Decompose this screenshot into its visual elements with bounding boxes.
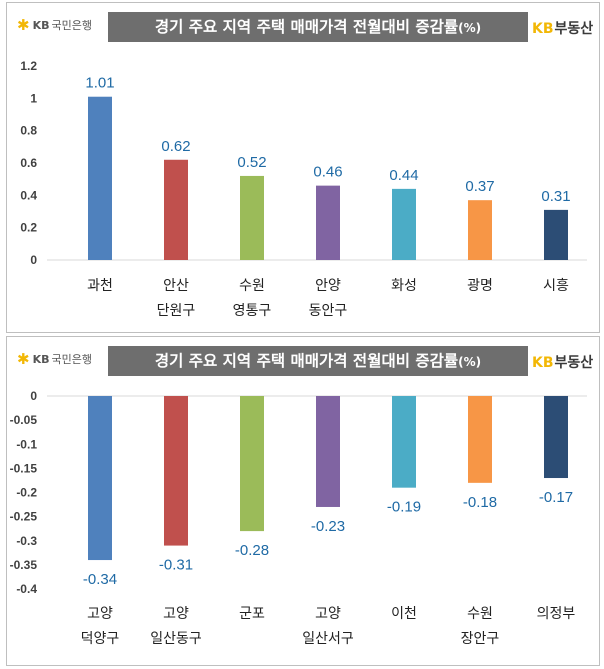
category-label: 고양 <box>87 606 113 622</box>
realestate-name: 부동산 <box>554 355 594 371</box>
chart-title-text: 경기 주요 지역 주택 매매가격 전월대비 증감률 <box>154 352 459 370</box>
data-label: 1.01 <box>85 75 114 92</box>
category-label: 단원구 <box>157 303 196 319</box>
category-label: 시흥 <box>543 278 569 294</box>
category-label: 군포 <box>239 606 265 622</box>
y-tick-label: 1 <box>30 91 37 105</box>
category-label: 이천 <box>391 606 417 622</box>
bar <box>240 396 264 532</box>
y-tick-label: -0.4 <box>16 582 37 596</box>
data-label: 0.44 <box>389 167 418 184</box>
data-label: -0.28 <box>235 542 269 559</box>
kb-kookmin-logo: ✱ KB 국민은행 <box>17 351 92 367</box>
category-label: 장안구 <box>461 631 500 647</box>
category-label: 일산서구 <box>302 631 354 647</box>
chart-title-text: 경기 주요 지역 주택 매매가격 전월대비 증감률 <box>154 18 459 36</box>
data-label: -0.34 <box>83 571 117 588</box>
bar <box>544 396 568 479</box>
chart-title-unit: (%) <box>458 355 482 369</box>
data-label: -0.23 <box>311 518 345 535</box>
bar <box>164 396 188 546</box>
chart-title-unit: (%) <box>458 21 482 35</box>
data-label: 0.46 <box>313 164 342 181</box>
data-label: -0.18 <box>463 494 497 511</box>
y-tick-label: 0.8 <box>20 124 37 138</box>
category-label: 의정부 <box>537 606 576 622</box>
category-label: 안양 <box>315 278 341 294</box>
bar <box>88 396 112 561</box>
y-tick-label: -0.35 <box>10 558 38 572</box>
category-label: 광명 <box>467 278 493 294</box>
chart-panel-top: ✱ KB 국민은행 경기 주요 지역 주택 매매가격 전월대비 증감률(%) K… <box>6 2 600 333</box>
bar <box>392 396 416 488</box>
y-tick-label: 0 <box>30 389 37 403</box>
chart-panel-bottom: ✱ KB 국민은행 경기 주요 지역 주택 매매가격 전월대비 증감률(%) K… <box>6 336 600 666</box>
realestate-name: 부동산 <box>554 21 594 37</box>
bar <box>88 96 112 260</box>
bar <box>392 188 416 260</box>
category-label: 과천 <box>87 278 113 294</box>
bank-name: 국민은행 <box>51 19 92 32</box>
y-tick-label: 0.4 <box>20 188 37 202</box>
kb-realestate-logo: KB부동산 <box>532 352 593 372</box>
data-label: -0.19 <box>387 499 421 516</box>
y-tick-label: -0.05 <box>10 413 38 427</box>
y-tick-label: 0 <box>30 253 37 267</box>
category-label: 수원 <box>467 606 493 622</box>
bar <box>316 185 340 260</box>
category-label: 덕양구 <box>81 631 120 647</box>
data-label: 0.52 <box>237 154 266 171</box>
y-tick-label: -0.25 <box>10 510 38 524</box>
data-label: 0.62 <box>161 138 190 155</box>
bar <box>544 209 568 260</box>
category-label: 고양 <box>163 606 189 622</box>
category-label: 일산동구 <box>150 631 202 647</box>
kb-logo-text: KB <box>532 355 554 371</box>
kb-kookmin-logo: ✱ KB 국민은행 <box>17 17 92 33</box>
category-label: 안산 <box>163 278 189 294</box>
chart-title: 경기 주요 지역 주택 매매가격 전월대비 증감률(%) <box>108 346 528 376</box>
bar <box>468 396 492 483</box>
bar <box>164 159 188 260</box>
bank-name: 국민은행 <box>51 353 92 366</box>
category-label: 동안구 <box>309 303 348 319</box>
bar <box>316 396 340 507</box>
chart-title: 경기 주요 지역 주택 매매가격 전월대비 증감률(%) <box>108 12 528 42</box>
y-tick-label: -0.3 <box>16 534 37 548</box>
data-label: 0.37 <box>465 178 494 195</box>
category-label: 영통구 <box>233 303 272 319</box>
category-label: 화성 <box>391 278 417 294</box>
kb-logo-text: KB <box>532 21 554 37</box>
y-tick-label: 0.2 <box>20 221 37 235</box>
y-tick-label: 0.6 <box>20 156 37 170</box>
data-label: 0.31 <box>541 188 570 205</box>
y-tick-label: -0.2 <box>16 486 37 500</box>
kb-star-icon: ✱ <box>17 349 30 368</box>
kb-star-icon: ✱ <box>17 15 30 34</box>
kb-logo-text: KB <box>32 352 50 366</box>
data-label: -0.31 <box>159 557 193 574</box>
data-label: -0.17 <box>539 489 573 506</box>
kb-realestate-logo: KB부동산 <box>532 18 593 38</box>
y-tick-label: -0.15 <box>10 461 38 475</box>
bar <box>468 200 492 260</box>
bar-chart-bottom: 0 -0.05 -0.1 -0.15 -0.2 -0.25 -0.3 -0.35 -0.4 -0.… <box>10 389 587 647</box>
y-tick-label: 1.2 <box>20 59 37 73</box>
category-label: 고양 <box>315 606 341 622</box>
kb-logo-text: KB <box>32 18 50 32</box>
bar <box>240 175 264 260</box>
y-tick-label: -0.1 <box>16 437 37 451</box>
category-label: 수원 <box>239 278 265 294</box>
